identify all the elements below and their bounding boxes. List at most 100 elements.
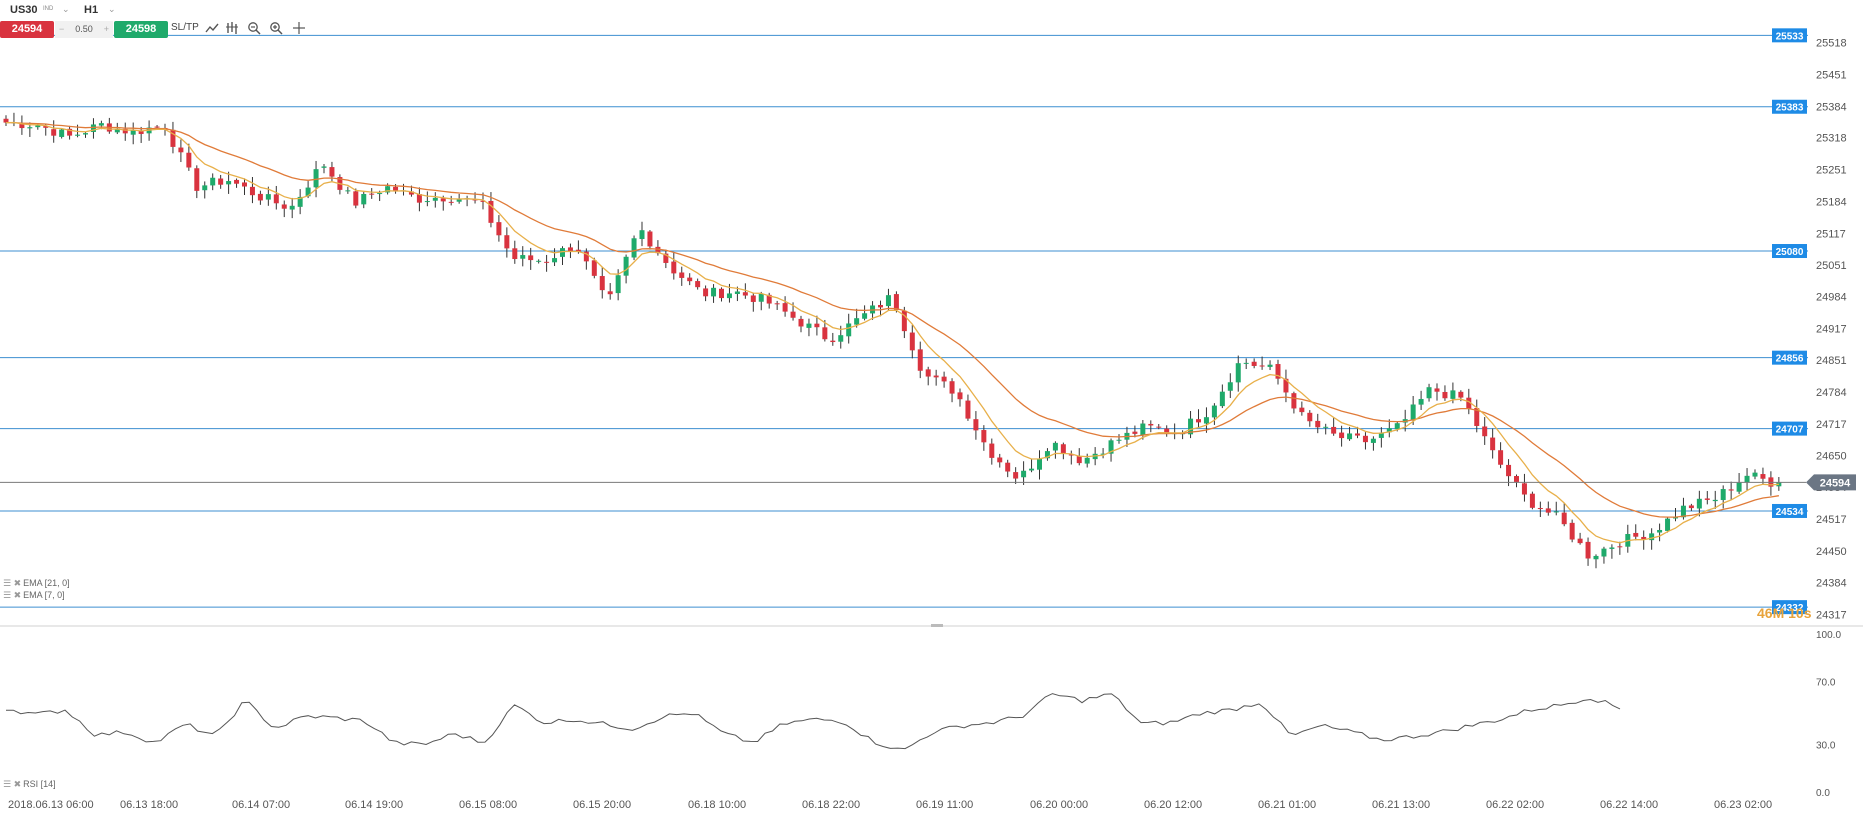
candle-body [194, 168, 200, 191]
candle-body [178, 147, 184, 153]
candle-body [488, 200, 494, 223]
timeframe-chevron-down-icon[interactable]: ⌄ [108, 4, 116, 14]
hline-label: 24332 [1776, 603, 1804, 614]
candle-body [1609, 547, 1615, 549]
symbol-chevron-down-icon[interactable]: ⌄ [62, 4, 70, 14]
price-tick-label: 25451 [1816, 69, 1847, 81]
candle-body [1680, 505, 1686, 518]
candle-body [35, 125, 41, 128]
candle-body [846, 323, 852, 337]
sltp-button[interactable]: SL/TP [171, 22, 199, 33]
candle-body [663, 253, 669, 263]
candle-body [1315, 420, 1321, 428]
bar-style-icon[interactable] [224, 21, 240, 37]
pane-resize-handle [931, 624, 943, 627]
candle-body [822, 327, 828, 340]
candle-body [257, 193, 263, 201]
candle-body [1243, 362, 1249, 364]
candle-body [1521, 483, 1527, 495]
candle-body [957, 392, 963, 400]
candle-body [1617, 546, 1623, 548]
time-tick-label: 06.21 13:00 [1372, 799, 1430, 811]
buy-button[interactable]: 24598 [114, 21, 168, 38]
candle-body [226, 181, 232, 185]
candle-body [1362, 435, 1368, 443]
candle-body [361, 194, 367, 205]
candle-body [1744, 475, 1750, 483]
legend-menu-icon[interactable]: ☰ ✖ [3, 590, 22, 600]
candle-body [329, 167, 335, 177]
candle-body [1235, 363, 1241, 383]
timeframe-selector[interactable]: H1 [84, 4, 98, 16]
candle-body [1720, 489, 1726, 501]
candle-body [1323, 426, 1329, 428]
candle-body [1641, 536, 1647, 540]
candle-body [369, 193, 375, 195]
trend-line-icon[interactable] [204, 21, 220, 37]
candle-body [575, 249, 581, 252]
symbol-selector[interactable]: US30 [10, 4, 38, 16]
hline-label: 25080 [1776, 247, 1804, 258]
candle-body [249, 186, 255, 196]
candle-body [583, 251, 589, 262]
candle-body [599, 276, 605, 291]
price-tick-label: 25318 [1816, 133, 1847, 145]
candle-body [981, 430, 987, 443]
candle-body [1410, 404, 1416, 421]
candle-body [782, 303, 788, 312]
candle-body [1267, 364, 1273, 367]
crosshair-icon[interactable] [291, 21, 307, 37]
candle-body [1148, 423, 1154, 426]
zoom-in-icon[interactable] [268, 21, 284, 37]
zoom-out-icon[interactable] [246, 21, 262, 37]
candle-body [544, 261, 550, 263]
candle-body [496, 222, 502, 236]
candle-body [1545, 508, 1551, 513]
candle-body [385, 186, 391, 193]
ema21-legend[interactable]: ☰ ✖ EMA [21, 0] [3, 578, 70, 589]
legend-menu-icon[interactable]: ☰ ✖ [3, 578, 22, 588]
price-tick-label: 24851 [1816, 355, 1847, 367]
candle-body [1649, 533, 1655, 541]
candle-body [965, 400, 971, 419]
rsi-tick-label: 0.0 [1816, 788, 1830, 799]
time-tick-label: 06.13 18:00 [120, 799, 178, 811]
legend-menu-icon[interactable]: ☰ ✖ [3, 779, 22, 789]
time-tick-label: 06.22 02:00 [1486, 799, 1544, 811]
candle-body [1514, 476, 1519, 482]
candle-body [774, 303, 780, 305]
hline-label: 24856 [1776, 354, 1804, 365]
candle-body [19, 123, 25, 129]
candle-body [1553, 511, 1559, 513]
lot-size-stepper[interactable]: − 0.50 + [55, 21, 113, 38]
price-tick-label: 24784 [1816, 387, 1847, 399]
candle-body [591, 260, 597, 276]
rsi-tick-label: 30.0 [1816, 741, 1836, 752]
price-tick-label: 25184 [1816, 196, 1847, 208]
candle-body [726, 293, 732, 299]
candle-body [1498, 450, 1504, 465]
rsi-tick-label: 70.0 [1816, 677, 1836, 688]
candle-body [1203, 417, 1209, 424]
candle-body [393, 186, 399, 192]
lot-increase-button[interactable]: + [103, 24, 109, 34]
candle-body [758, 294, 764, 302]
candle-body [424, 201, 430, 203]
rsi-legend[interactable]: ☰ ✖ RSI [14] [3, 779, 56, 790]
lot-decrease-button[interactable]: − [59, 24, 65, 34]
candle-body [655, 246, 661, 254]
symbol-tag: IND [43, 6, 54, 12]
sell-button[interactable]: 24594 [0, 21, 54, 38]
candle-body [83, 133, 88, 135]
ema7-legend[interactable]: ☰ ✖ EMA [7, 0] [3, 590, 65, 601]
candle-body [647, 231, 653, 247]
candle-body [313, 169, 319, 188]
candle-body [218, 178, 224, 185]
ema21-line [6, 121, 1780, 518]
price-tick-label: 25251 [1816, 165, 1847, 177]
candle-body [1577, 538, 1583, 544]
candle-body [893, 294, 899, 310]
candle-body [1529, 493, 1535, 508]
candle-body [512, 248, 518, 260]
